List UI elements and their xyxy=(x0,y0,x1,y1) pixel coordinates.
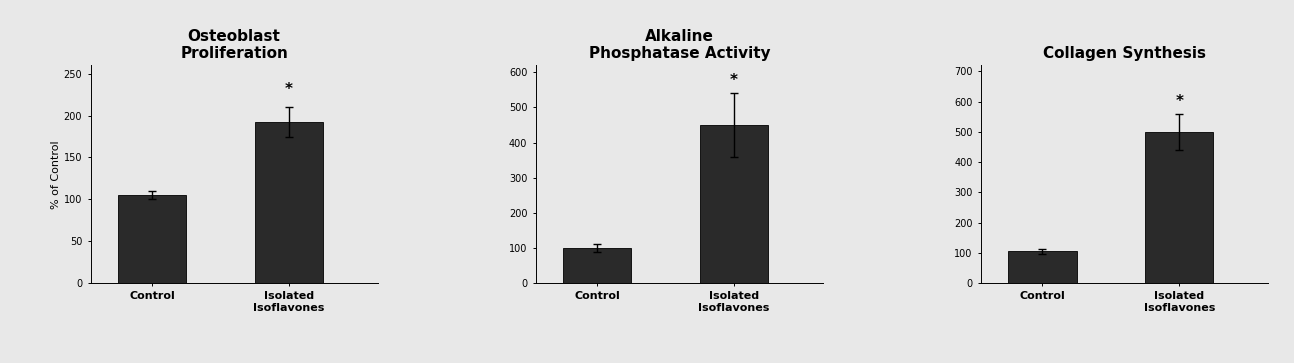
Bar xyxy=(1145,132,1214,283)
Text: *: * xyxy=(1175,94,1183,109)
Bar xyxy=(563,248,631,283)
Bar xyxy=(1008,251,1077,283)
Title: Alkaline
Phosphatase Activity: Alkaline Phosphatase Activity xyxy=(589,29,770,61)
Title: Osteoblast
Proliferation: Osteoblast Proliferation xyxy=(180,29,289,61)
Text: *: * xyxy=(730,73,738,88)
Y-axis label: % of Control: % of Control xyxy=(50,140,61,209)
Title: Collagen Synthesis: Collagen Synthesis xyxy=(1043,46,1206,61)
Bar xyxy=(118,195,186,283)
Text: *: * xyxy=(285,82,292,97)
Bar xyxy=(700,125,769,283)
Bar xyxy=(255,122,324,283)
